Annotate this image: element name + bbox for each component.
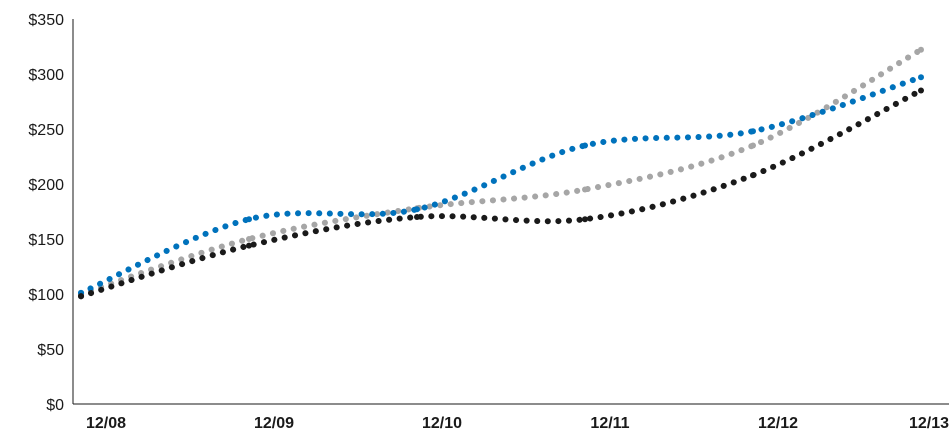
data-point-s1-6 (918, 46, 924, 53)
data-point-s2-3 (414, 206, 420, 213)
axes (72, 19, 949, 405)
data-point-s3-6 (918, 87, 924, 94)
y-tick-label: $150 (28, 232, 64, 249)
data-point-s2-5 (750, 128, 756, 135)
series-line-1 (78, 46, 924, 297)
data-point-s3-1 (78, 293, 84, 300)
x-tick-label: 12/10 (422, 415, 462, 432)
series-group (78, 46, 924, 300)
data-point-s1-4 (582, 186, 588, 193)
x-tick-label: 12/13 (909, 415, 949, 432)
data-point-s3-3 (414, 214, 420, 220)
data-point-s2-4 (582, 142, 588, 149)
data-point-s3-2 (246, 242, 252, 249)
series-line-3 (78, 87, 924, 300)
y-tick-label: $50 (37, 342, 64, 359)
y-tick-label: $350 (28, 12, 64, 29)
data-point-s3-5 (750, 172, 756, 179)
y-tick-label: $0 (46, 397, 64, 414)
tick-labels: $0 $50 $100 $150 $200 $250 $300 $350 12/08 12/09 1… (28, 12, 949, 432)
series-line-2 (78, 74, 924, 296)
y-tick-label: $200 (28, 177, 64, 194)
y-tick-label: $250 (28, 122, 64, 139)
y-tick-label: $300 (28, 67, 64, 84)
x-tick-label: 12/09 (254, 415, 294, 432)
x-tick-label: 12/08 (86, 415, 126, 432)
data-point-s3-4 (582, 216, 588, 223)
data-point-s2-6 (918, 74, 924, 81)
x-tick-label: 12/11 (590, 415, 629, 432)
data-point-s2-2 (246, 216, 252, 223)
data-point-s1-5 (750, 142, 756, 149)
data-point-s1-2 (246, 236, 252, 242)
y-tick-label: $100 (28, 287, 64, 304)
x-tick-label: 12/12 (758, 415, 798, 432)
